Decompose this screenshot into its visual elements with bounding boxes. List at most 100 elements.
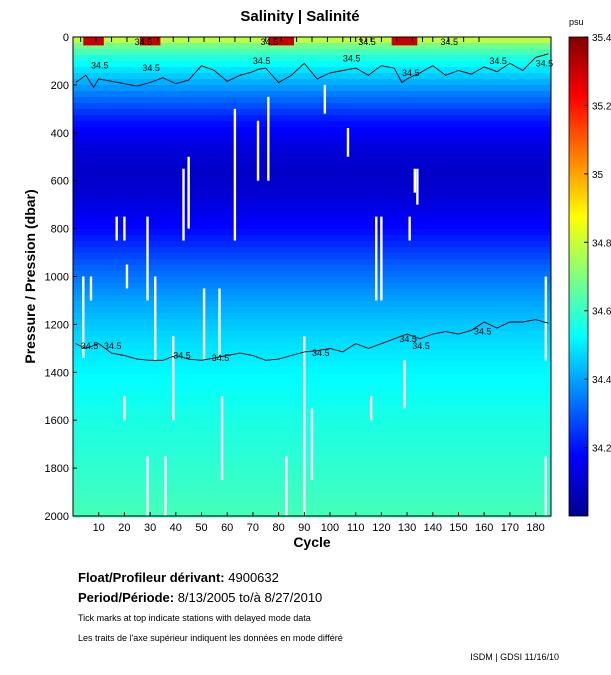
- data-gap-column: [267, 96, 270, 181]
- salinity-band: [73, 361, 551, 368]
- data-gap-layer: [82, 84, 548, 516]
- data-gap-column: [310, 408, 314, 481]
- y-tick-label: 1400: [45, 367, 69, 379]
- salinity-band: [73, 211, 551, 218]
- salinity-band: [73, 229, 551, 236]
- contour-label: 34.5: [91, 61, 109, 71]
- colorbar: psu 35.4 35.2 35 34.8 34.6 34.4 34.2: [568, 17, 611, 517]
- salinity-band: [73, 55, 551, 62]
- salinity-band: [73, 487, 551, 494]
- data-gap-column: [369, 396, 373, 421]
- contour-label: 34.5: [536, 58, 554, 68]
- note-english: Tick marks at top indicate stations with…: [78, 613, 311, 623]
- data-gap-column: [233, 108, 237, 241]
- salinity-band: [73, 301, 551, 308]
- salinity-band: [73, 199, 551, 206]
- colorbar-gradient: [568, 36, 589, 517]
- data-gap-column: [218, 288, 221, 361]
- contour-label: 34.5: [261, 37, 279, 47]
- float-info: Float/Profileur dérivant: 4900632: [78, 570, 279, 585]
- data-gap-column: [187, 156, 190, 229]
- data-gap-column: [416, 168, 419, 205]
- salinity-band: [73, 79, 551, 86]
- data-gap-column: [403, 360, 406, 409]
- contour-34-5-upper: [75, 53, 549, 89]
- salinity-band: [73, 97, 551, 104]
- colorbar-unit: psu: [569, 17, 584, 27]
- x-tick-label: 160: [475, 522, 493, 534]
- contour-label: 34.5: [142, 63, 160, 73]
- float-label: Float/Profileur dérivant:: [78, 570, 225, 585]
- salinity-band: [73, 235, 551, 242]
- x-tick-label: 60: [221, 522, 233, 534]
- salinity-band: [73, 169, 551, 176]
- salinity-band: [73, 253, 551, 260]
- contour-label: 34.5: [104, 341, 122, 351]
- chart-title: Salinity | Salinité: [240, 8, 360, 25]
- salinity-band: [73, 139, 551, 146]
- data-gap-column: [380, 216, 383, 301]
- data-gap-column: [115, 216, 118, 241]
- contour-label: 34.5: [440, 37, 458, 47]
- salinity-band: [73, 115, 551, 122]
- salinity-band: [73, 109, 551, 116]
- contour-label: 34.5: [343, 54, 361, 64]
- y-tick-label: 400: [51, 128, 69, 140]
- salinity-band: [73, 193, 551, 200]
- y-tick-label: 2000: [45, 511, 69, 523]
- contour-label: 34.5: [412, 341, 430, 351]
- x-tick-label: 100: [321, 522, 339, 534]
- data-gap-column: [146, 456, 149, 516]
- salinity-band: [73, 91, 551, 98]
- x-tick-label: 180: [526, 522, 544, 534]
- x-tick-label: 40: [170, 522, 182, 534]
- data-gap-column: [123, 216, 126, 241]
- salinity-band: [73, 373, 551, 380]
- salinity-band: [73, 289, 551, 296]
- salinity-band: [73, 499, 551, 506]
- contour-label: 34.5: [81, 341, 99, 351]
- colorbar-tick-label: 35.2: [592, 101, 611, 112]
- salinity-band: [73, 403, 551, 410]
- y-tick-label: 800: [51, 224, 69, 236]
- salinity-band: [73, 181, 551, 188]
- data-gap-column: [220, 396, 224, 481]
- data-gap-column: [544, 456, 548, 516]
- x-tick-label: 20: [118, 522, 130, 534]
- colorbar-tick-label: 34.2: [592, 444, 611, 455]
- high-salinity-patch: [83, 37, 104, 46]
- salinity-band: [73, 355, 551, 362]
- x-tick-label: 130: [398, 522, 416, 534]
- x-tick-label: 70: [247, 522, 259, 534]
- y-tick-label: 1000: [45, 272, 69, 284]
- x-tick-label: 10: [93, 522, 105, 534]
- x-tick-label: 50: [195, 522, 207, 534]
- data-gap-column: [303, 336, 306, 516]
- salinity-band: [73, 133, 551, 140]
- salinity-band: [73, 247, 551, 254]
- contour-label: 34.5: [399, 334, 417, 344]
- contour-label: 34.5: [212, 353, 230, 363]
- credit-line: ISDM | GDSI 11/16/10: [470, 652, 559, 662]
- y-tick-label: 1600: [45, 415, 69, 427]
- salinity-band: [73, 61, 551, 68]
- data-gap-column: [89, 276, 93, 301]
- contour-label: 34.5: [489, 56, 507, 66]
- data-gap-column: [256, 120, 260, 181]
- float-id: 4900632: [228, 570, 279, 585]
- salinity-band: [73, 67, 551, 74]
- salinity-band: [73, 493, 551, 500]
- colorbar-tick-label: 34.6: [592, 307, 611, 318]
- y-axis-label: Pressure / Pression (dbar): [22, 189, 38, 363]
- contour-34-5-lower: [75, 319, 549, 361]
- salinity-band: [73, 43, 551, 50]
- contour-label: 34.5: [312, 348, 330, 358]
- contour-label: 34.5: [253, 56, 271, 66]
- contour-label: 34.5: [358, 37, 376, 47]
- period-info: Period/Période: 8/13/2005 to/à 8/27/2010: [78, 590, 322, 605]
- data-gap-column: [154, 276, 157, 361]
- data-gap-column: [172, 336, 175, 421]
- salinity-band: [73, 49, 551, 56]
- salinity-band: [73, 337, 551, 344]
- salinity-band: [73, 217, 551, 224]
